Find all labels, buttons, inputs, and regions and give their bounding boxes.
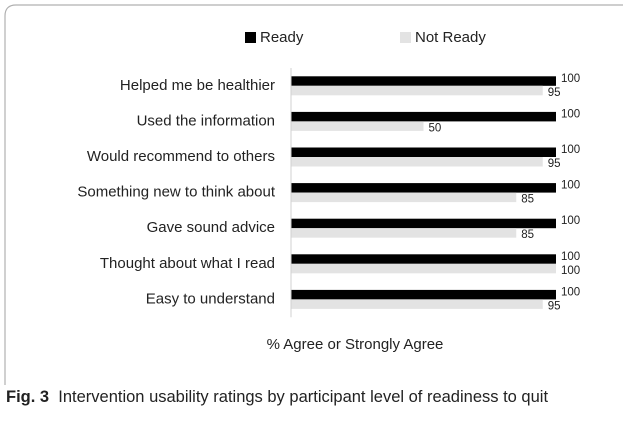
value-label: 100 — [561, 73, 580, 85]
value-label: 100 — [561, 180, 580, 192]
value-label: 85 — [521, 229, 534, 241]
value-label: 100 — [561, 286, 580, 298]
category-label: Gave sound advice — [147, 219, 275, 236]
value-label: 50 — [429, 122, 442, 134]
bar — [291, 218, 556, 229]
value-label: 95 — [548, 158, 561, 170]
bar — [291, 157, 543, 167]
bar — [291, 76, 556, 86]
category-label: Easy to understand — [146, 290, 275, 307]
legend-swatch — [245, 32, 256, 43]
category-label: Something new to think about — [77, 184, 275, 201]
category-label: Helped me be healthier — [120, 77, 275, 94]
bar — [291, 228, 517, 238]
category-label: Would recommend to others — [87, 148, 275, 165]
value-label: 100 — [561, 215, 580, 227]
value-label: 85 — [521, 194, 534, 206]
bar — [291, 192, 517, 203]
value-label: 100 — [561, 108, 580, 120]
bar — [291, 85, 543, 96]
chart: % Agree or Strongly Agree Ready Not Ready… — [4, 4, 623, 385]
value-label: 95 — [548, 300, 561, 312]
value-label: 100 — [561, 144, 580, 156]
caption: Fig. 3 Intervention usability ratings by… — [6, 388, 618, 407]
bar — [291, 111, 556, 122]
bar — [291, 289, 556, 300]
figure-label: Fig. 3 — [6, 388, 50, 406]
bar — [291, 121, 424, 131]
frame — [4, 4, 623, 385]
bar — [291, 183, 556, 193]
bar — [291, 263, 556, 274]
x-axis-label: % Agree or Strongly Agree — [267, 336, 444, 353]
caption-text: Intervention usability ratings by partic… — [58, 388, 549, 406]
category-label: Used the information — [137, 112, 275, 129]
bar — [291, 254, 556, 264]
value-label: 100 — [561, 265, 580, 277]
bar — [291, 299, 543, 309]
bar — [291, 147, 556, 157]
legend-swatch — [400, 32, 411, 43]
legend-label: Ready — [260, 29, 304, 46]
value-label: 100 — [561, 251, 580, 263]
legend-label: Not Ready — [415, 29, 486, 46]
category-label: Thought about what I read — [100, 255, 275, 272]
value-label: 95 — [548, 87, 561, 99]
